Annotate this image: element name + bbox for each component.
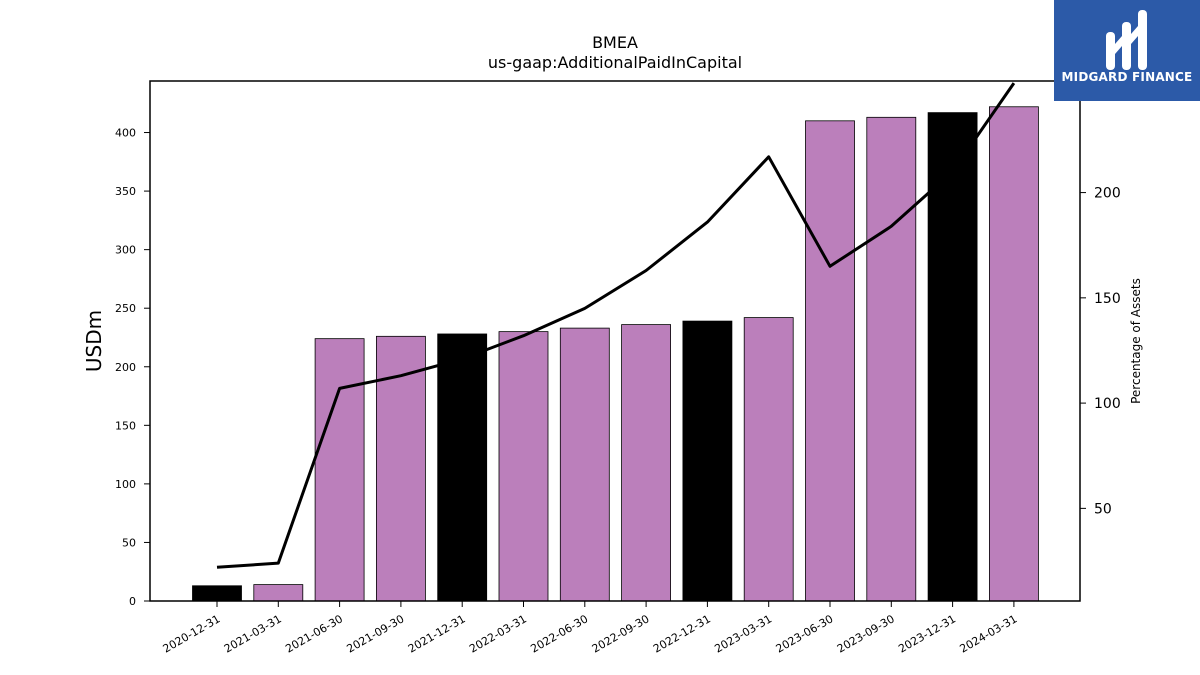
bar-2023-12-31 (927, 112, 978, 602)
percentage-line (216, 82, 1016, 569)
bar-2022-03-31 (498, 331, 549, 602)
bars (192, 106, 1039, 602)
x-tick-label: 2020-12-31 (161, 612, 223, 655)
chart-title: BMEA (592, 33, 638, 52)
x-tick-label: 2022-06-30 (528, 612, 590, 655)
x-tick-label: 2021-12-31 (406, 612, 468, 655)
logo-text: MIDGARD FINANCE (1061, 70, 1193, 84)
y-tick-label: 400 (115, 127, 136, 140)
logo-mark-icon (1106, 10, 1147, 70)
y-tick-label: 150 (115, 419, 136, 432)
x-tick-label: 2021-03-31 (222, 612, 284, 655)
y-tick-label: 350 (115, 185, 136, 198)
bar-2022-12-31 (682, 320, 733, 602)
y-tick-label: 300 (115, 244, 136, 257)
bar-2022-06-30 (559, 327, 610, 602)
x-tick-label: 2023-09-30 (835, 612, 897, 655)
x-tick-label: 2021-06-30 (283, 612, 345, 655)
chart-subtitle: us-gaap:AdditionalPaidInCapital (488, 53, 742, 72)
y2-axis-label: Percentage of Assets (1129, 278, 1143, 404)
x-axis-ticks: 2020-12-31 2021-03-31 2021-06-30 2021-09-30… (161, 601, 1020, 656)
y-tick-label: 200 (115, 361, 136, 374)
bar-2021-12-31 (437, 333, 488, 602)
x-tick-label: 2023-03-31 (712, 612, 774, 655)
midgard-finance-logo: MIDGARD FINANCE (1054, 0, 1200, 101)
bar-2020-12-31 (192, 585, 242, 602)
plot-frame (149, 80, 1081, 602)
y2-tick-label: 100 (1094, 396, 1121, 412)
y-tick-label: 50 (122, 536, 136, 549)
bar-2021-06-30 (314, 338, 365, 602)
left-axis-ticks: 0 50 100 150 200 250 300 350 400 (115, 127, 150, 608)
x-tick-label: 2022-03-31 (467, 612, 529, 655)
bar-2021-03-31 (253, 584, 304, 602)
x-tick-label: 2021-09-30 (345, 612, 407, 655)
x-tick-label: 2023-06-30 (774, 612, 836, 655)
bar-2023-06-30 (805, 120, 855, 602)
x-tick-label: 2023-12-31 (896, 612, 958, 655)
y-tick-label: 250 (115, 302, 136, 315)
bar-2022-09-30 (621, 324, 671, 602)
bar-2023-09-30 (866, 116, 917, 602)
bar-2024-03-31 (989, 106, 1039, 602)
x-tick-label: 2024-03-31 (958, 612, 1020, 655)
y-tick-label: 100 (115, 478, 136, 491)
x-tick-label: 2022-09-30 (590, 612, 652, 655)
y-axis-label: USDm (82, 310, 106, 372)
x-tick-label: 2022-12-31 (651, 612, 713, 655)
y2-tick-label: 150 (1094, 291, 1121, 307)
bar-2023-03-31 (743, 317, 794, 602)
y2-tick-label: 200 (1094, 186, 1121, 202)
y2-tick-label: 50 (1094, 501, 1112, 517)
percentage-of-assets-line (216, 82, 1016, 569)
right-axis-ticks: 50 100 150 200 (1080, 186, 1121, 517)
y-tick-label: 0 (129, 595, 136, 608)
